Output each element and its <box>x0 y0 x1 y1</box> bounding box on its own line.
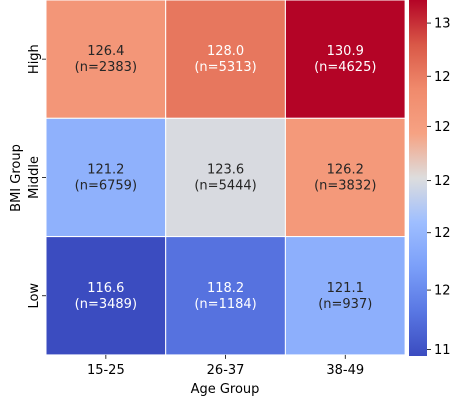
colorbar-ticks: 13 12 12 12 12 12 11 <box>427 17 451 358</box>
heatmap-cell-rect <box>284 236 406 356</box>
heatmap-cell-rect <box>284 0 406 119</box>
x-tick-label: 15-25 <box>87 363 125 378</box>
heatmap-cell-rect <box>165 0 286 119</box>
cell-value-label: 121.2 <box>87 162 124 177</box>
y-tick-label: Middle <box>27 156 42 199</box>
heatmap-cell: 128.0(n=5313) <box>165 0 286 119</box>
y-axis-label: BMI Group <box>9 144 24 212</box>
heatmap-cell: 121.2(n=6759) <box>45 117 167 238</box>
colorbar-tick-label: 13 <box>434 17 451 32</box>
cell-count-label: (n=6759) <box>75 178 137 193</box>
heatmap-cell: 123.6(n=5444) <box>165 117 286 238</box>
cell-value-label: 126.2 <box>327 162 364 177</box>
heatmap-cell: 130.9(n=4625) <box>284 0 406 119</box>
cell-count-label: (n=4625) <box>314 60 376 75</box>
y-tick-labels: High Middle Low <box>27 44 46 309</box>
cell-value-label: 123.6 <box>207 162 244 177</box>
cell-value-label: 118.2 <box>207 281 244 296</box>
colorbar-tick-label: 12 <box>434 120 451 135</box>
heatmap-cell: 118.2(n=1184) <box>165 236 286 356</box>
heatmap-cell: 116.6(n=3489) <box>45 236 167 356</box>
cell-value-label: 116.6 <box>87 281 124 296</box>
y-tick-label: High <box>27 44 42 74</box>
colorbar-tick-label: 12 <box>434 284 451 299</box>
colorbar-tick-label: 12 <box>434 174 451 189</box>
cell-count-label: (n=5313) <box>194 60 256 75</box>
cell-count-label: (n=2383) <box>75 60 137 75</box>
heatmap-cell-rect <box>165 117 286 238</box>
heatmap-cell-rect <box>165 236 286 356</box>
heatmap-cell-rect <box>45 236 167 356</box>
cell-count-label: (n=3832) <box>314 178 376 193</box>
heatmap-cell-rect <box>45 117 167 238</box>
colorbar <box>409 0 427 356</box>
colorbar-tick-label: 11 <box>434 343 451 358</box>
heatmap-cell: 126.2(n=3832) <box>284 117 406 238</box>
x-tick-labels: 15-25 26-37 38-49 <box>87 354 364 378</box>
heatmap-cell: 121.1(n=937) <box>284 236 406 356</box>
x-tick-label: 26-37 <box>207 363 245 378</box>
cell-value-label: 126.4 <box>87 44 124 59</box>
heatmap-cells: 126.4(n=2383)128.0(n=5313)130.9(n=4625)1… <box>45 0 406 356</box>
x-tick-label: 38-49 <box>326 363 364 378</box>
colorbar-tick-label: 12 <box>434 226 451 241</box>
heatmap-cell-rect <box>45 0 167 119</box>
heatmap-cell-rect <box>284 117 406 238</box>
cell-count-label: (n=3489) <box>75 297 137 312</box>
cell-count-label: (n=5444) <box>194 178 256 193</box>
cell-count-label: (n=937) <box>318 297 372 312</box>
cell-value-label: 121.1 <box>327 281 364 296</box>
heatmap-cell: 126.4(n=2383) <box>45 0 167 119</box>
y-tick-label: Low <box>27 283 42 309</box>
cell-value-label: 128.0 <box>207 44 244 59</box>
x-axis-label: Age Group <box>191 382 260 397</box>
cell-count-label: (n=1184) <box>194 297 256 312</box>
colorbar-tick-label: 12 <box>434 70 451 85</box>
cell-value-label: 130.9 <box>327 44 364 59</box>
